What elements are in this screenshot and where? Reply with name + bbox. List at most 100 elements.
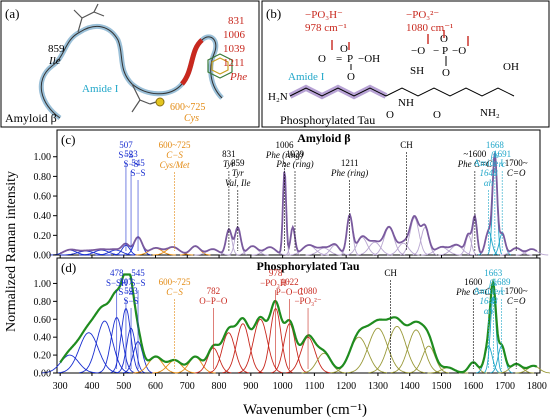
annotation-text: S−SH [106,278,128,288]
spectrum-line [59,152,538,255]
panel-d: 0.00 0.20 0.40 0.60 0.80 1.00 (d) Phosphorylate… [34,257,550,380]
panel-c: 0.000.200.400.600.801.00(c) Amyloid β507S… [34,129,549,262]
svg-text:−O: −O [411,45,425,57]
fit-component [41,354,98,374]
x-tick-label: 300 [53,381,68,392]
annotation-text: 1648 [480,296,499,306]
panel-title: Amyloid β [297,131,350,145]
annotation-text: S−S [123,159,138,169]
peak-annotation: CH [400,140,413,251]
phe-peak-1: 831 [228,15,245,27]
panel-tag: (d) [61,260,76,275]
y-tick-label: 0.00 [34,369,52,380]
annotation-text: Phe C=C [457,159,493,169]
annotation-text: C=O [507,168,526,178]
ile-side-chain [73,3,105,33]
panel-b: (b) −PO₃H⁻ 978 cm⁻¹ −PO₃²⁻ 1080 cm⁻¹ O O… [261,0,550,128]
x-tick-label: 1300 [368,381,388,392]
svg-text:O: O [440,33,448,45]
fit-component [387,242,420,256]
panel-b-tag: (b) [266,6,281,21]
x-tick-label: 1700 [495,381,515,392]
x-tick-label: 700 [180,381,195,392]
peak-annotation: 1080−PO₃²⁻ [294,286,322,369]
annotation-text: S−S [123,296,138,306]
annotation-text: CH [384,268,397,278]
panel-a-frame [0,0,260,128]
fit-component [305,247,342,256]
annotation-text: S−S [130,168,145,178]
h2n-label: H₂N [268,91,288,103]
panel-b-caption: Phosphorylated Tau [280,113,375,127]
fit-component [390,329,442,374]
annotation-text: 600~725 [159,140,191,150]
y-tick-label: 0.40 [34,333,52,344]
phe-peak-4: 1211 [223,57,245,69]
x-tick-label: 900 [243,381,258,392]
annotation-text: −PO₃H⁻ [260,278,291,288]
x-tick-label: 1600 [463,381,483,392]
annotation-text: 1700~ [505,158,528,168]
svg-text:=: = [336,53,342,65]
annotation-text: βs [490,150,499,160]
annotation-text: Phe (ring) [330,168,368,178]
annotation-text: S−S [130,278,145,288]
spectrum-line [59,273,538,374]
x-tick-label: 400 [84,381,99,392]
svg-text:P: P [442,45,448,57]
annotation-text: 1039 [286,149,305,159]
peak-annotation: 1700~C=O [505,158,528,251]
fit-component [208,332,249,374]
x-tick-label: 500 [116,381,131,392]
peak-annotation: 1700~C=O [505,286,528,369]
po32-label: −PO₃²⁻ [406,9,439,21]
x-tick-label: 1400 [400,381,420,392]
annotation-text: 1022 [281,277,299,287]
y-tick-label: 0.20 [34,231,52,242]
y-tick-label: 1.00 [34,152,52,163]
panel-a-tag: (a) [5,6,19,21]
annotation-text: rc [499,159,506,169]
oh-label: OH [503,61,519,73]
annotation-text: Tyr [223,159,235,169]
amide-label-b: Amide I [288,71,325,83]
x-tick-label: 1100 [305,381,325,392]
annotation-text: 1211 [341,158,359,168]
annotation-text: Tyr [232,168,244,178]
annotation-text: 478 [110,268,124,278]
annotation-text: 831 [222,149,236,159]
fit-component [356,241,393,256]
svg-text:O: O [318,53,326,65]
x-tick-label: 1800 [527,381,547,392]
annotation-text: 1663 [484,268,503,278]
o-label-1: O [386,109,394,121]
annotation-text: βs [488,278,497,288]
amyloid-backbone-edge [40,25,223,119]
annotation-text: 545 [131,268,145,278]
x-tick-label: 800 [212,381,227,392]
svg-text:P: P [347,53,353,65]
plot-frame [56,129,541,256]
fit-component [408,345,450,374]
fit-component [347,327,409,374]
y-axis-label: Normalized Raman intensity [4,171,19,332]
x-tick-label: 1200 [336,381,356,392]
peak-annotation: 978−PO₃H⁻ [260,268,291,369]
tau-backbone-edge [289,87,387,97]
annotation-text: O−P−O [199,296,228,306]
annotation-text: Phe C=C [455,287,491,297]
x-tick-label: 1500 [431,381,451,392]
vibration-arrows [331,30,469,50]
panel-a-caption: Amyloid β [5,111,57,125]
y-tick-label: 0.20 [34,351,52,362]
